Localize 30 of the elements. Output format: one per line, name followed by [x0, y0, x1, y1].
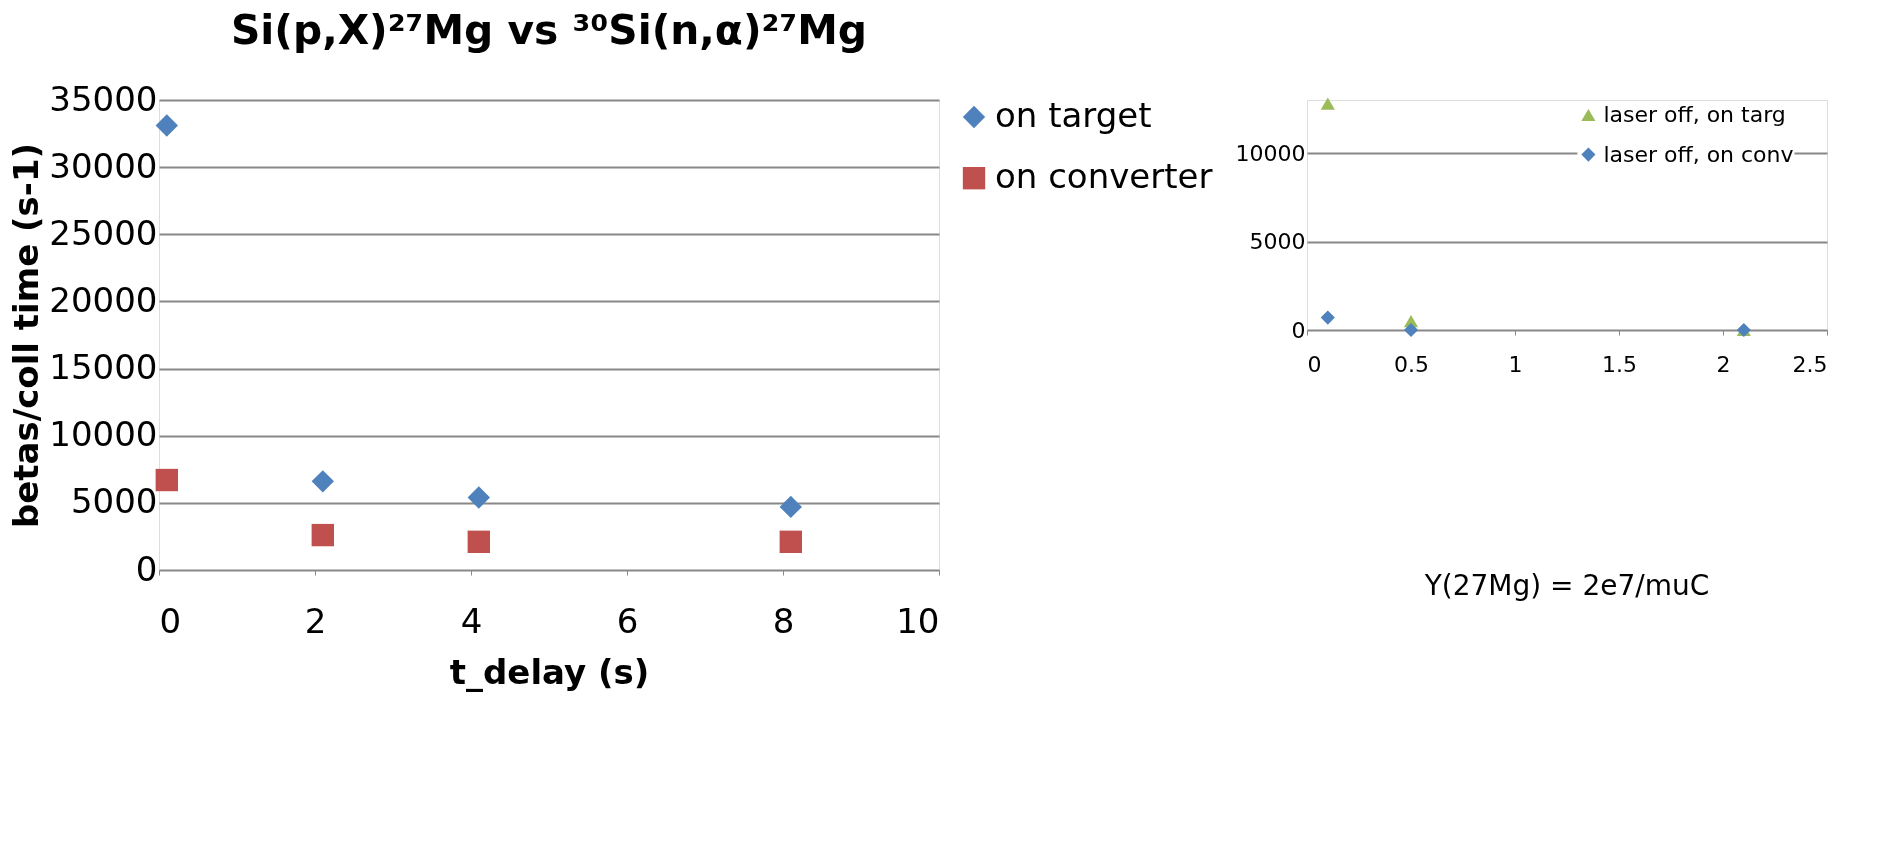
legend-label: on converter	[995, 156, 1213, 197]
legend-label: laser off, on conv	[1603, 141, 1794, 167]
x-tick-label: 6	[616, 601, 639, 642]
y-tick-label: 10000	[1235, 140, 1306, 166]
y-tick-label: 5000	[70, 481, 158, 522]
text: Y(27Mg) = 2e7/muC	[1423, 569, 1710, 602]
x-tick-label: 0.5	[1394, 352, 1429, 378]
chart-title: Si(p,X)²⁷Mg vs ³⁰Si(n,α)²⁷Mg	[230, 6, 868, 55]
x-tick-label: 2	[1716, 352, 1731, 378]
x-tick-label: 10	[896, 601, 940, 642]
y-tick-label: 10000	[49, 414, 158, 455]
y-tick-label: 20000	[49, 279, 158, 320]
x-tick-label: 1.5	[1602, 352, 1637, 378]
x-axis-title: t_delay (s)	[449, 652, 650, 693]
legend-label: on target	[995, 95, 1152, 135]
y-tick-label: 30000	[49, 145, 158, 186]
y-tick-label: 25000	[49, 212, 158, 253]
x-tick-label: 1	[1508, 352, 1523, 378]
x-tick-label: 4	[460, 601, 483, 642]
y-tick-label: 0	[135, 548, 158, 589]
y-tick-label: 5000	[1249, 229, 1306, 255]
x-tick-label: 2	[304, 601, 327, 642]
x-tick-label: 0	[1307, 352, 1322, 378]
y-tick-label: 0	[1291, 317, 1306, 343]
x-tick-label: 8	[772, 601, 795, 642]
x-tick-label: 2.5	[1792, 352, 1828, 378]
y-axis-title: betas/coll time (s-1)	[6, 142, 47, 529]
legend-label: laser off, on targ	[1603, 102, 1786, 127]
y-tick-label: 35000	[49, 78, 158, 119]
y-tick-label: 15000	[49, 347, 158, 388]
